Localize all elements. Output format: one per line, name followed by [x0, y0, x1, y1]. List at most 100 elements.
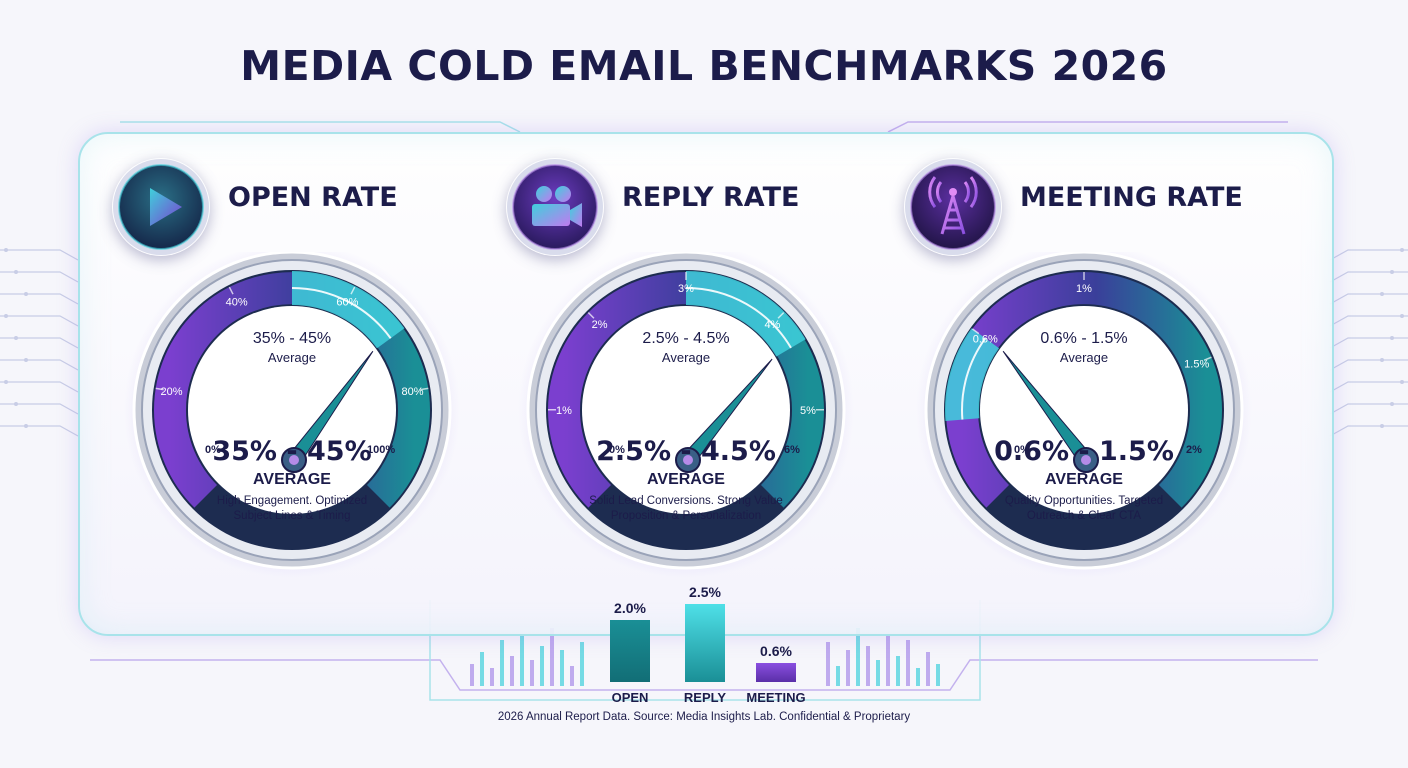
gauge-tick-label: 3% — [678, 283, 694, 295]
circuit-node — [1400, 314, 1404, 318]
gauge-face — [980, 306, 1188, 514]
description-line: Solid Lead Conversions. Strong Value — [589, 495, 783, 507]
frame-accent-line — [429, 600, 981, 701]
gauge-highlight-edge — [961, 337, 987, 420]
gauge-highlight-edge — [685, 287, 792, 349]
open-rate-card: OPEN RATE 20% 40% 60% 80% 35% - 45% Average… — [112, 0, 512, 768]
gauge-tick — [971, 328, 980, 335]
gauge: 0.6% 1% 1.5% — [916, 252, 1252, 578]
gauge-tick-label: 4% — [764, 319, 780, 331]
equalizer-bar — [480, 652, 484, 686]
equalizer-bar — [916, 668, 920, 686]
metric-description: Quality Opportunities. Targeted Outreach… — [904, 494, 1264, 524]
scale-min-label: 0% — [205, 444, 221, 456]
big-range-value: 2.5% - 4.5% — [596, 436, 776, 467]
gauge-face — [582, 306, 790, 514]
gauge-hub-center — [289, 455, 299, 465]
gauge-average-label: Average — [267, 350, 317, 365]
equalizer-bar — [560, 650, 564, 686]
summary-bar — [685, 604, 725, 682]
circuit-line — [0, 337, 79, 349]
circuit-line — [1329, 425, 1408, 437]
circuit-line — [0, 249, 79, 261]
metric-description: High Engagement. Optimized Subject Lines… — [112, 494, 472, 524]
circuit-line — [0, 315, 79, 327]
gauge-hub-center — [1081, 455, 1091, 465]
big-range-value: 35% - 45% — [212, 436, 372, 467]
gauge-tick-label: 20% — [160, 386, 182, 398]
equalizer-bar — [866, 646, 870, 686]
circuit-line — [0, 359, 79, 371]
gauge-tick — [350, 286, 356, 295]
gauge-average-label: Average — [1059, 350, 1109, 365]
equalizer-bar — [856, 628, 860, 686]
scale-max-label: 100% — [367, 444, 396, 456]
gauge: 1% 2% 3% 4% 5% — [518, 252, 854, 578]
summary-bar-value-label: 2.5% — [689, 584, 721, 600]
circuit-node — [1380, 424, 1384, 428]
circuit-line — [0, 271, 79, 283]
meeting-rate-badge — [904, 158, 1002, 256]
equalizer-bar — [570, 666, 574, 686]
meeting-rate-card: MEETING RATE 0.6% 1% 1.5% 0.6% - 1.5% Aver… — [904, 0, 1304, 768]
circuit-node — [24, 424, 28, 428]
gauge-tick-label: 60% — [336, 296, 358, 308]
circuit-line — [0, 381, 79, 393]
equalizer-bar — [500, 640, 504, 686]
equalizer-bar — [530, 660, 534, 686]
gauge-tick — [587, 312, 595, 319]
big-average-label: AVERAGE — [253, 471, 331, 488]
gauge-tick-label: 40% — [226, 296, 248, 308]
equalizer-bar — [550, 628, 554, 686]
gauge-tick-label: 5% — [800, 405, 816, 417]
summary-bar-category-label: MEETING — [746, 690, 806, 705]
page-title: MEDIA COLD EMAIL BENCHMARKS 2026 — [240, 42, 1168, 90]
summary-bar — [610, 619, 650, 682]
frame-accent-line — [120, 121, 521, 133]
summary-bar-value-label: 2.0% — [614, 599, 646, 616]
scale-max-label: 2% — [1186, 444, 1202, 456]
circuit-node — [24, 358, 28, 362]
equalizer-bar — [936, 664, 940, 686]
circuit-node — [1380, 292, 1384, 296]
summary-bar-chart: 2.0% OPEN 2.5% REPLY 0.6% MEETING — [560, 584, 850, 718]
equalizer-bar — [836, 666, 840, 686]
footer-note: 2026 Annual Report Data. Source: Media I… — [497, 711, 911, 723]
circuit-node — [4, 248, 8, 252]
equalizer-bar — [906, 640, 910, 686]
circuit-node — [1390, 270, 1394, 274]
circuit-node — [1390, 336, 1394, 340]
big-average-label: AVERAGE — [1045, 471, 1123, 488]
circuit-line — [0, 293, 79, 305]
metric-title: MEETING RATE — [1020, 182, 1243, 213]
gauge: 20% 40% 60% 80% — [124, 252, 460, 578]
equalizer-bar — [490, 668, 494, 686]
description-line: Outreach & Clear CTA — [1026, 510, 1142, 522]
summary-bar-category-label: REPLY — [683, 690, 727, 705]
video-camera-icon — [507, 159, 603, 255]
gauge-highlight-edge — [291, 287, 392, 339]
circuit-line — [1329, 359, 1408, 371]
big-range-value: 0.6% - 1.5% — [994, 436, 1174, 467]
equalizer-bar — [886, 634, 890, 686]
summary-bar — [756, 663, 796, 682]
circuit-node — [14, 336, 18, 340]
frame-accent-line — [90, 659, 1318, 691]
gauge-tick-label: 0.6% — [973, 333, 998, 345]
reply-rate-badge — [506, 158, 604, 256]
metric-title: OPEN RATE — [228, 182, 398, 213]
circuit-line — [1329, 381, 1408, 393]
reply-rate-card: REPLY RATE 1% 2% 3% 4% 5% 2.5% - 4.5% Averag… — [506, 0, 906, 768]
circuit-node — [1400, 380, 1404, 384]
gauge-tick — [420, 387, 429, 391]
equalizer-bar — [846, 650, 850, 686]
gauge-range-label: 35% - 45% — [252, 330, 332, 347]
equalizer-bar — [580, 642, 584, 686]
broadcast-tower-icon — [905, 159, 1001, 255]
circuit-line — [1329, 403, 1408, 415]
circuit-node — [1390, 402, 1394, 406]
equalizer-bar — [826, 642, 830, 686]
equalizer-bar — [470, 664, 474, 686]
circuit-line — [1329, 293, 1408, 305]
